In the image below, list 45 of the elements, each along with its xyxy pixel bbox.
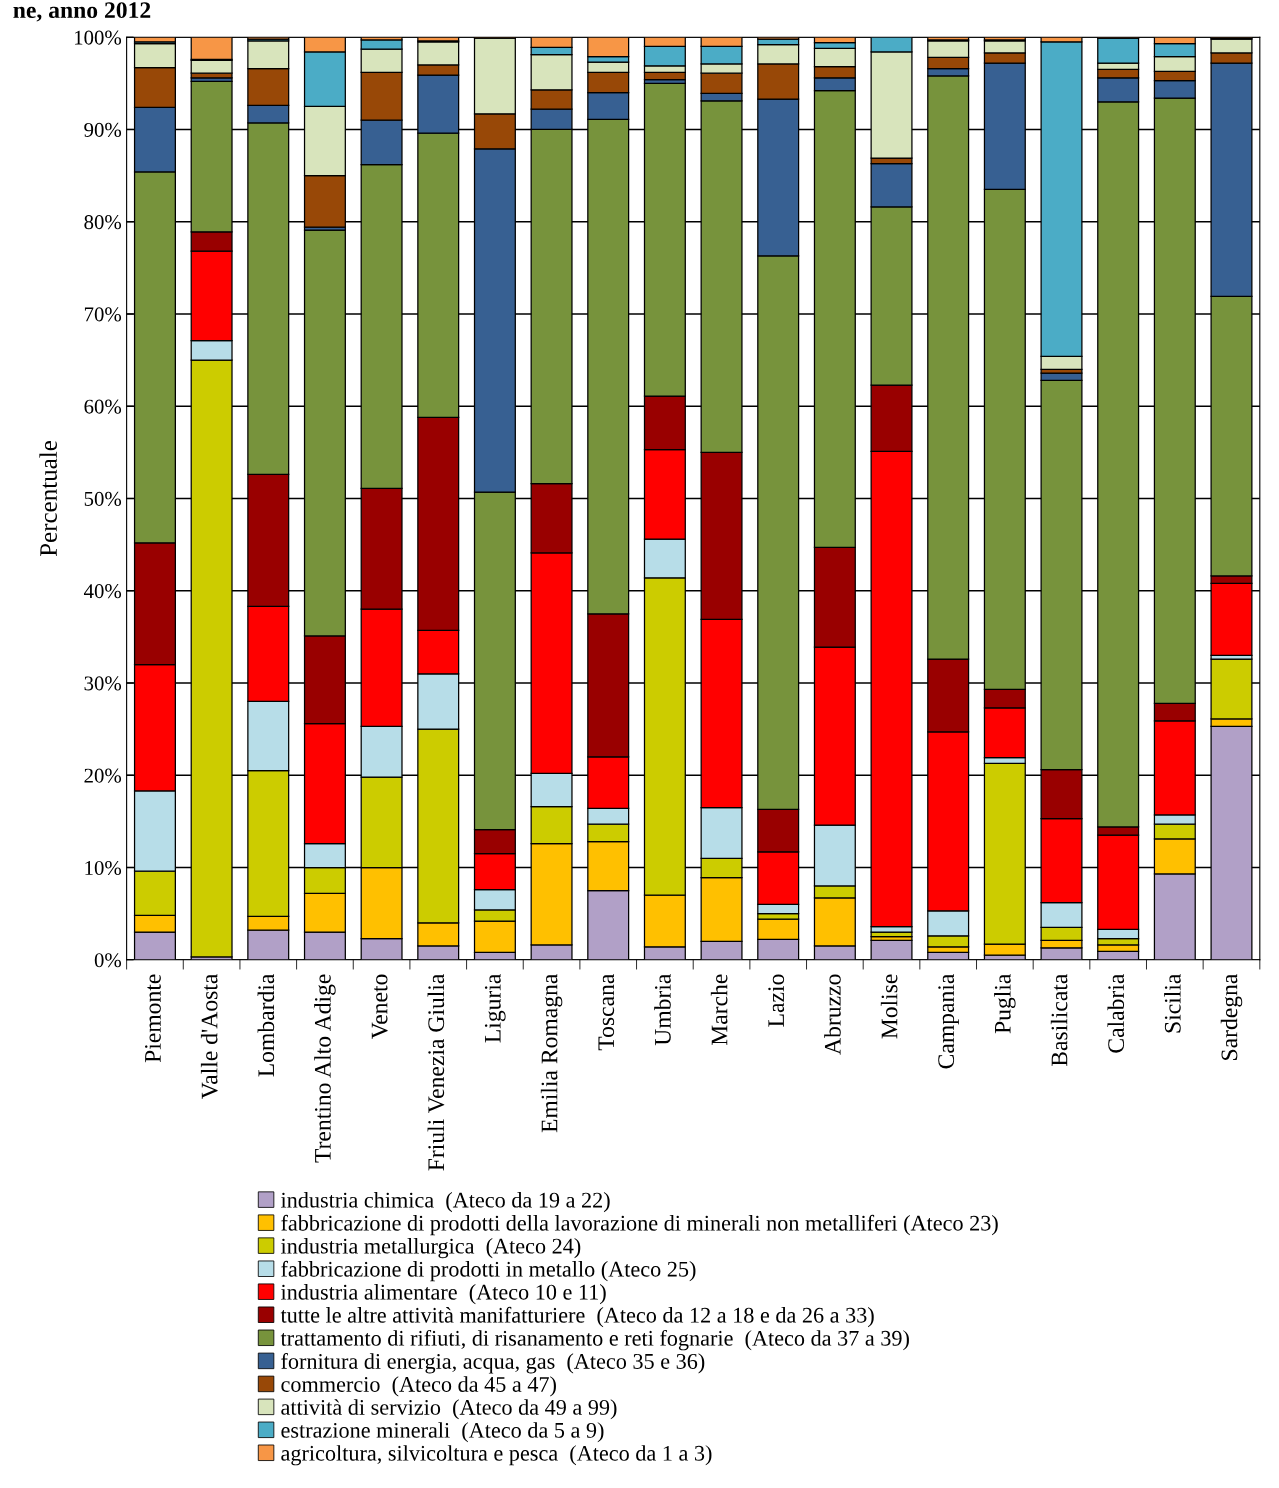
x-tick-label: Basilicata: [1050, 973, 1068, 1067]
legend-label: trattamento di rifiuti, di risanamento e reti fognarie (Ateco da 37 a 39): [280, 1329, 909, 1351]
legend-label: tutte le altre attività manifatturiere (Ateco da 12 a 18 e da 26 a 33): [280, 1306, 874, 1328]
legend-label: estrazione minerali (Ateco da 5 a 9): [281, 1422, 604, 1443]
x-tick-label: Lombardia: [257, 973, 275, 1077]
legend-label: industria alimentare (Ateco 10 e 11): [280, 1284, 606, 1305]
x-tick-label: Valle d'Aosta: [200, 973, 218, 1099]
y-tick-label: 40%: [83, 584, 122, 599]
legend-label: fabbricazione di prodotti in metallo (Ateco 25): [281, 1260, 696, 1282]
x-tick-label: Abruzzo: [824, 974, 841, 1055]
x-tick-label: Trentino Alto Adige: [314, 974, 336, 1163]
x-tick-label: Piemonte: [144, 974, 161, 1063]
x-tick-label: Umbria: [654, 973, 671, 1046]
x-tick-label: Liguria: [484, 973, 506, 1043]
y-tick-label: 90%: [84, 122, 122, 137]
y-tick-label: 0%: [94, 953, 122, 968]
x-tick-label: Sardegna: [1220, 973, 1243, 1060]
legend-label: commercio (Ateco da 45 a 47): [281, 1376, 556, 1397]
x-tick-label: Campania: [938, 973, 959, 1069]
y-tick-label: 10%: [85, 860, 122, 876]
y-tick-label: 60%: [84, 399, 122, 414]
x-tick-label: Puglia: [994, 973, 1016, 1034]
y-tick-label: 30%: [84, 676, 122, 691]
y-tick-label: 50%: [84, 491, 122, 506]
y-tick-label: 20%: [84, 768, 122, 783]
legend-label: attività di servizio (Ateco da 49 a 99): [281, 1399, 617, 1420]
legend-label: fabbricazione di prodotti della lavorazione di minerali non metalliferi (Ateco 23): [281, 1214, 998, 1236]
x-tick-label: Calabria: [1107, 973, 1125, 1053]
y-tick-label: 80%: [84, 215, 122, 230]
x-tick-label: Toscana: [598, 973, 615, 1051]
x-tick-label: Sicilia: [1164, 973, 1181, 1033]
legend-label: industria chimica (Ateco da 19 a 22): [280, 1191, 610, 1213]
x-tick-label: Friuli Venezia Giulia: [427, 973, 445, 1171]
x-tick-label: Veneto: [371, 974, 388, 1039]
chart-title: ne, anno 2012: [13, 2, 151, 22]
x-tick-label: Emilia Romagna: [540, 973, 563, 1133]
legend-label: industria metallurgica (Ateco 24): [280, 1237, 581, 1259]
x-tick-label: Lazio: [768, 974, 785, 1027]
legend-label: agricoltura, silvicoltura e pesca (Ateco da 1 a 3): [281, 1445, 712, 1466]
x-tick-label: Molise: [880, 974, 898, 1039]
y-tick-label: 70%: [84, 307, 122, 322]
y-axis-title: Percentuale: [39, 441, 57, 557]
legend-label: fornitura di energia, acqua, gas (Ateco 35 e 36): [281, 1353, 705, 1374]
y-tick-label: 100%: [74, 30, 122, 45]
x-tick-label: Marche: [710, 974, 728, 1046]
